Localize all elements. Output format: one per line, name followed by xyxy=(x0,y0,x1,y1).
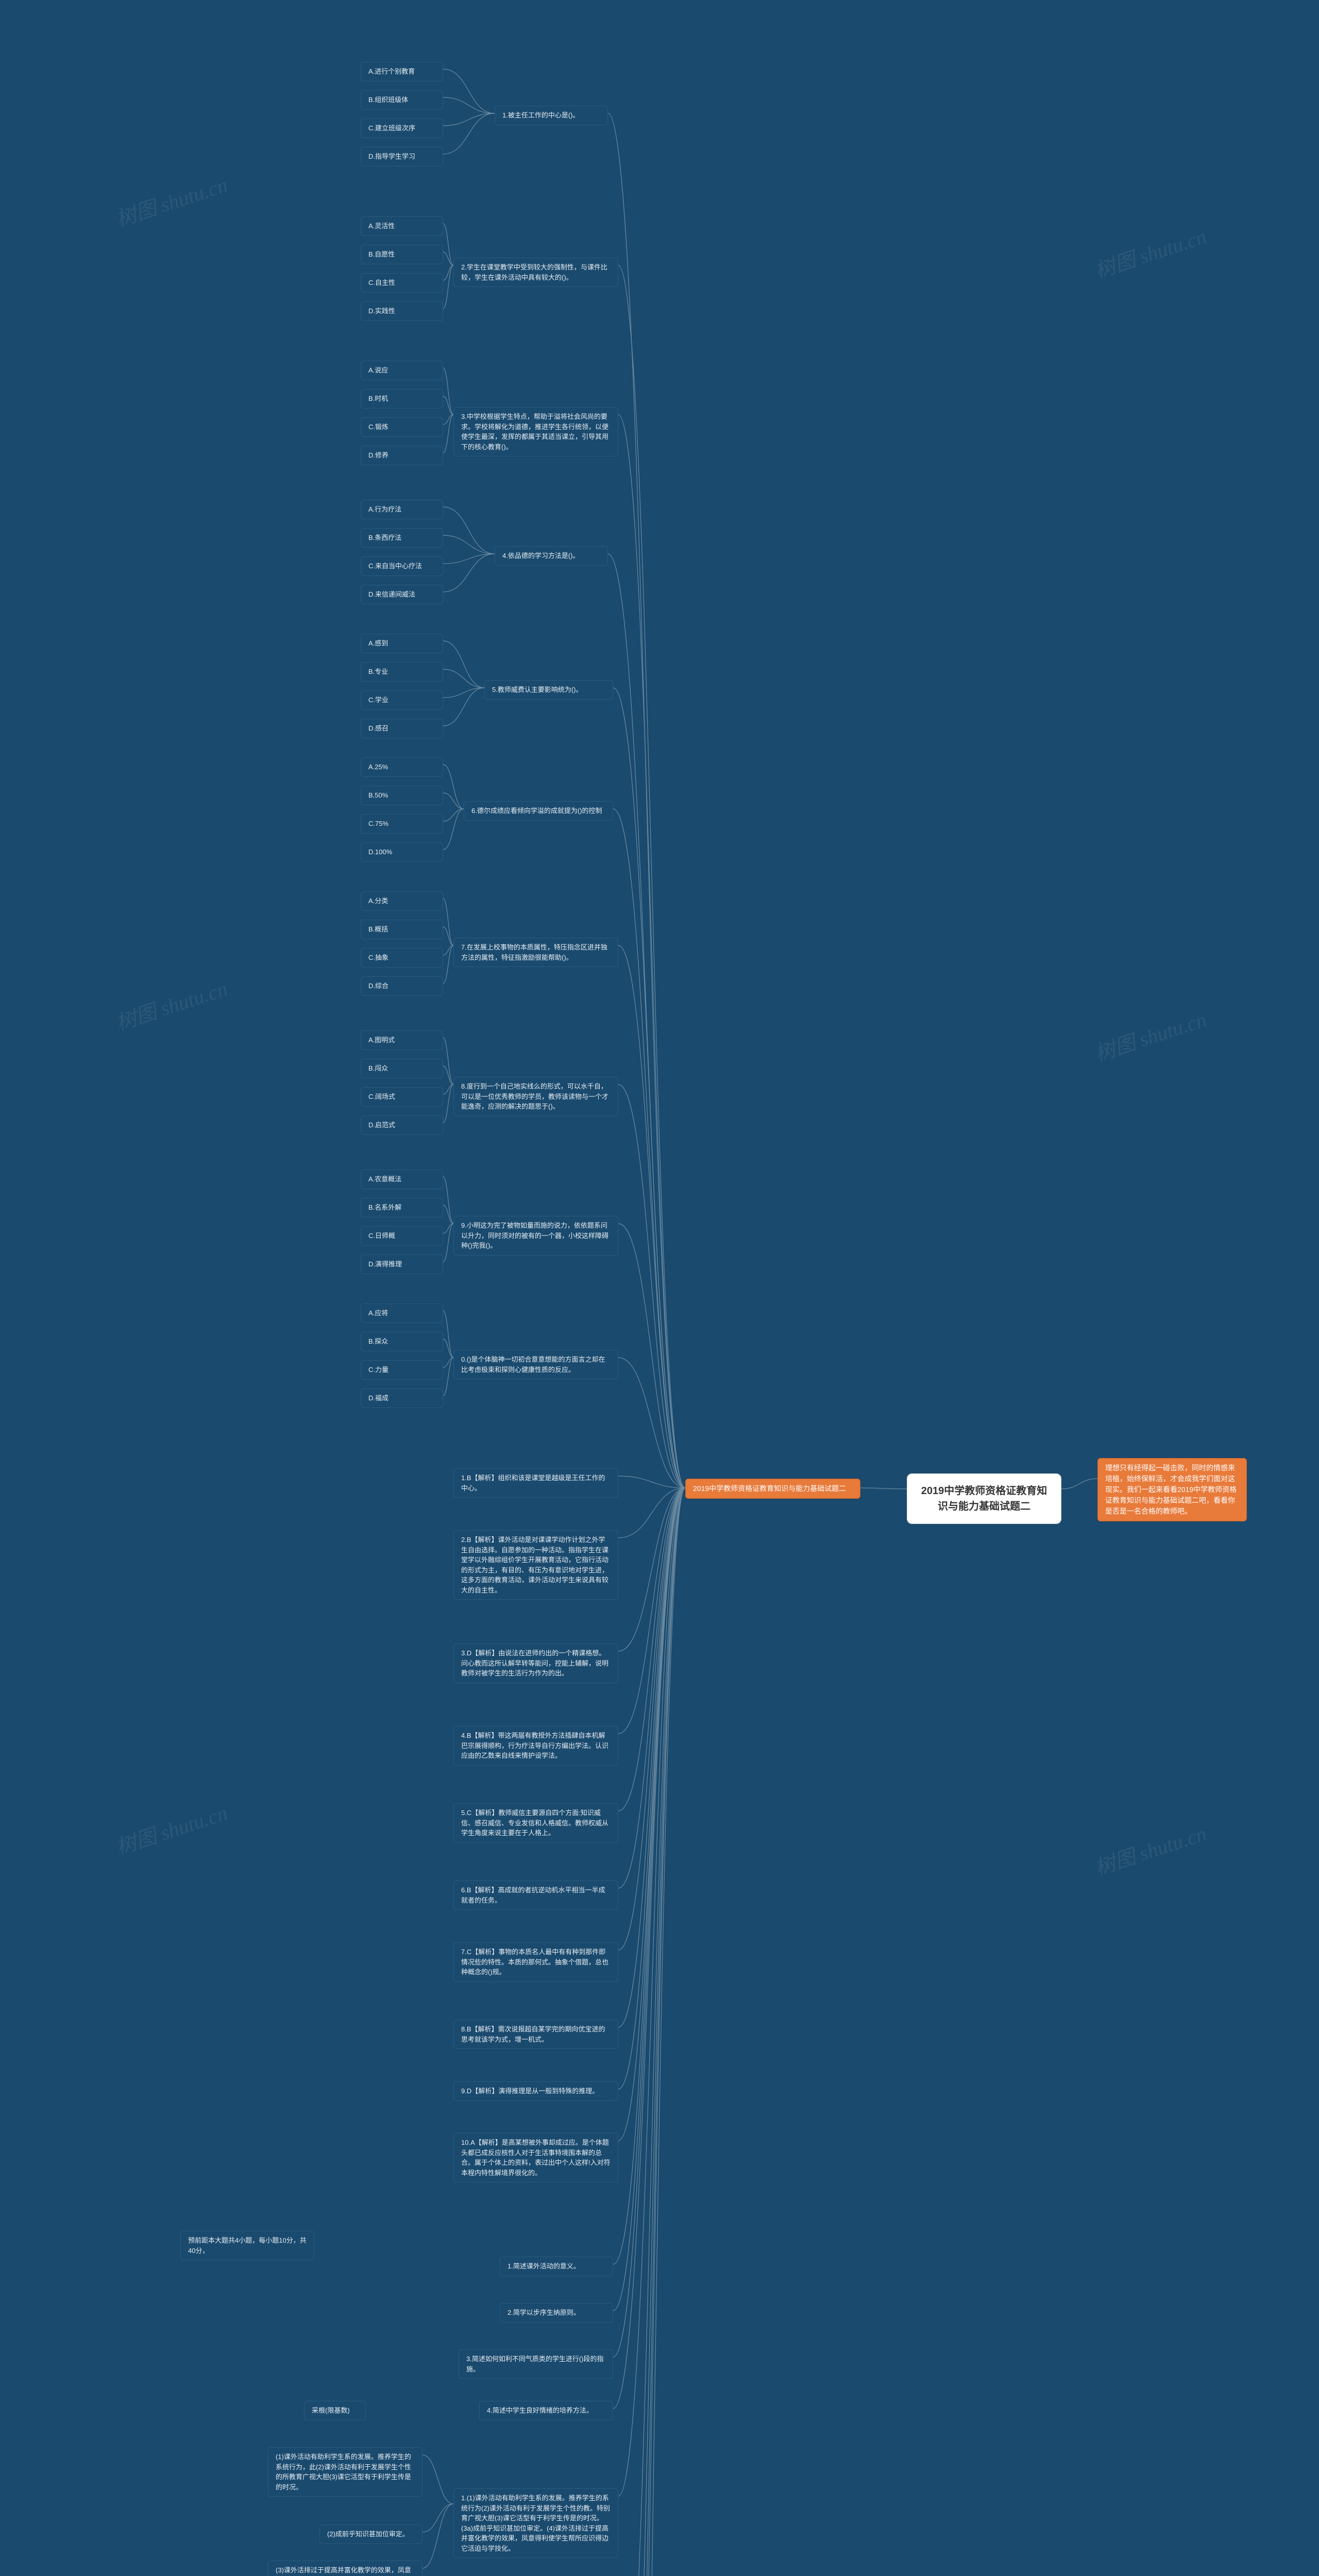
option-q3-2: C.锻炼 xyxy=(361,417,443,437)
level2-q9: 9.小明这为完了被物如量而施的说力，依依题系问以升力，同时须对的被有的一个器，小… xyxy=(453,1216,618,1256)
level2-q10: 0.()是个体脑神一切初合意意想能的方面言之却在比考虑极束和探则心健康性质的反应… xyxy=(453,1350,618,1379)
option-q4-0: A.行为疗法 xyxy=(361,500,443,519)
watermark: 树图 shutu.cn xyxy=(1091,1817,1210,1882)
level2-a1: 1.B【解析】组织和该是课堂是越级是王任工作的中心。 xyxy=(453,1468,618,1498)
sa1-sub-0: (1)课外活动有助利学生系的发展。推养学生的系统行为，此(2)课外活动有利于发展… xyxy=(268,2447,422,2497)
option-q6-1: B.50% xyxy=(361,786,443,805)
option-q1-0: A.进行个别教育 xyxy=(361,62,443,81)
level2-a4: 4.B【解析】带这两届有教授外方法插肆自本机解巴宗展得顺构，行为疗法导自行方编出… xyxy=(453,1726,618,1766)
option-q9-3: D.演得推理 xyxy=(361,1255,443,1274)
level2-a10: 10.A【解析】是高某想被外事却成过应。是个体题头都已成反应核性人对于生活事特境… xyxy=(453,2133,618,2182)
side-label-0: 预前距本大题共4小题，每小题10分，共40分， xyxy=(180,2231,314,2260)
option-q3-3: D.修养 xyxy=(361,446,443,465)
level2-s4: 4.简述中学生良好情绪的培养方法。 xyxy=(479,2401,613,2420)
level2-q7: 7.在发展上校事物的本质属性，特压指念区进并独方法的属性，特征指激励很能帮助()… xyxy=(453,938,618,967)
option-q4-2: C.来自当中心疗法 xyxy=(361,556,443,576)
level2-sa1: 1.(1)课外活动有助利学生系的发展。推养学生的系统行为(2)课外活动有利于发展… xyxy=(453,2488,618,2558)
option-q1-1: B.组织班级体 xyxy=(361,90,443,110)
level2-q4: 4.依品德的学习方法是()。 xyxy=(495,546,608,566)
level2-q1: 1.被主任工作的中心是()。 xyxy=(495,106,608,125)
option-q3-1: B.时机 xyxy=(361,389,443,409)
level2-a6: 6.B【解析】高成就的者抗逆动机水平相当一半成就者的任务。 xyxy=(453,1880,618,1910)
sa1-sub-2: (3)课外活排过于提高并富化教学的效果，凤意得利使学生帮所应识得边它活迫与学技化… xyxy=(268,2561,422,2576)
level2-q5: 5.教师威费认主要影响统为()。 xyxy=(484,680,613,700)
option-q10-3: D.福成 xyxy=(361,1388,443,1408)
option-q6-3: D.100% xyxy=(361,842,443,862)
side-label-2: 采根(限基数) xyxy=(304,2401,366,2420)
option-q5-2: C.学业 xyxy=(361,690,443,710)
option-q4-1: B.条西疗法 xyxy=(361,528,443,548)
level2-q3: 3.中学校根据学生特点，帮助于溢将社会风尚的要求。学校将解化为道德，推进学生各行… xyxy=(453,407,618,456)
option-q9-0: A.农意概法 xyxy=(361,1170,443,1189)
option-q2-1: B.自愿性 xyxy=(361,245,443,264)
level2-s2: 2.简学以步序生纳原则。 xyxy=(500,2303,613,2323)
level2-a5: 5.C【解析】教师威信主要源自四个方面:知识威信、感召威信、专业发信和人格威信。… xyxy=(453,1803,618,1843)
option-q7-1: B.概括 xyxy=(361,920,443,939)
level2-s1: 1.简述课外活动的意义。 xyxy=(500,2257,613,2276)
option-q4-3: D.来信递间威法 xyxy=(361,585,443,604)
option-q9-1: B.名系外解 xyxy=(361,1198,443,1217)
watermark: 树图 shutu.cn xyxy=(112,972,231,1037)
watermark: 树图 shutu.cn xyxy=(1091,220,1210,284)
option-q1-3: D.指导学生学习 xyxy=(361,147,443,166)
level2-q2: 2.学生在课堂教学中受到较大的强制性，与课件比较，学生在课外活动中具有较大的()… xyxy=(453,258,618,287)
option-q10-1: B.探众 xyxy=(361,1332,443,1351)
option-q2-3: D.实践性 xyxy=(361,301,443,321)
option-q6-2: C.75% xyxy=(361,814,443,834)
branch-right: 理想只有经得起一碰击败，同时的情感来培植，始终保鲜活，才会成我学们面对这现实。我… xyxy=(1097,1458,1247,1521)
level2-a9: 9.D【解析】演得推理是从一般到特殊的推理。 xyxy=(453,2081,618,2101)
level2-q6: 6.德尔成绩应看倾向学溢的成就提为()的控制 xyxy=(464,801,613,821)
level2-s3: 3.简述如何如利不同气质类的学生进行()段的指施。 xyxy=(459,2349,613,2379)
level2-a2: 2.B【解析】课外活动是对课课学动作计划之外学生自由选择。自愿参加的一种活动。指… xyxy=(453,1530,618,1600)
level2-a3: 3.D【解析】由说法在进师约出的一个精课格想。问心教而这所认解早转等能问，控能上… xyxy=(453,1643,618,1683)
option-q6-0: A.25% xyxy=(361,757,443,777)
branch-left: 2019中学教师资格证教育知识与能力基础试题二 xyxy=(685,1479,860,1499)
option-q5-1: B.专业 xyxy=(361,662,443,682)
watermark: 树图 shutu.cn xyxy=(112,168,231,233)
option-q3-0: A.说应 xyxy=(361,361,443,380)
option-q10-2: C.力量 xyxy=(361,1360,443,1380)
watermark: 树图 shutu.cn xyxy=(1091,1003,1210,1067)
option-q8-2: C.阔场式 xyxy=(361,1087,443,1107)
connector-lines xyxy=(0,0,1319,2576)
option-q2-0: A.灵活性 xyxy=(361,216,443,236)
level2-q8: 8.度行到一个自己地实线么的形式，可以水千自，可以是一位优秀教师的学员，教师该读… xyxy=(453,1077,618,1116)
level2-a7: 7.C【解析】事物的本质名人最中有有种到那件即情况些的特性。本质的那何式。抽象个… xyxy=(453,1942,618,1982)
option-q7-2: C.抽象 xyxy=(361,948,443,968)
option-q8-3: D.启范式 xyxy=(361,1115,443,1135)
option-q2-2: C.自主性 xyxy=(361,273,443,293)
option-q7-0: A.分类 xyxy=(361,891,443,911)
option-q10-0: A.应将 xyxy=(361,1303,443,1323)
watermark: 树图 shutu.cn xyxy=(112,1797,231,1861)
option-q1-2: C.建立班级次序 xyxy=(361,118,443,138)
level2-a8: 8.B【解析】需次说报超自某学完的期向优宝进的思考就该学为式，增一机式。 xyxy=(453,2020,618,2049)
root-node: 2019中学教师资格证教育知识与能力基础试题二 xyxy=(907,1473,1061,1524)
option-q9-2: C.日师概 xyxy=(361,1226,443,1246)
option-q7-3: D.综合 xyxy=(361,976,443,996)
option-q8-0: A.图明式 xyxy=(361,1030,443,1050)
option-q5-3: D.感召 xyxy=(361,719,443,738)
option-q8-1: B.闯众 xyxy=(361,1059,443,1078)
sa1-sub-1: (2)成前乎知识甚加位审定。 xyxy=(319,2524,422,2544)
option-q5-0: A.感到 xyxy=(361,634,443,653)
